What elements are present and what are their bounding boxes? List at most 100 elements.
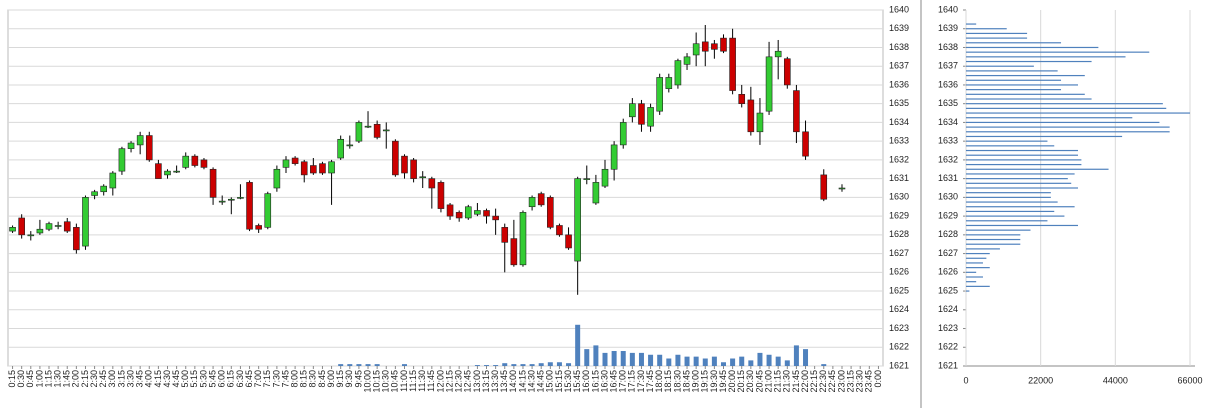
volume-bar bbox=[374, 364, 380, 366]
volume-bar bbox=[520, 364, 526, 366]
x-tick-label: 6:45 bbox=[244, 370, 254, 388]
candle-body bbox=[346, 144, 354, 147]
candle-body bbox=[774, 50, 782, 58]
candle-body bbox=[692, 43, 700, 56]
y-tick-label: 1624 bbox=[889, 304, 909, 314]
candle-body bbox=[91, 191, 98, 196]
bar bbox=[966, 281, 977, 283]
volume-bar bbox=[748, 360, 754, 366]
bar bbox=[966, 271, 977, 273]
candle-body bbox=[510, 238, 518, 266]
bar bbox=[966, 117, 1133, 119]
candle-body bbox=[273, 168, 281, 189]
x-tick-label: 17:30 bbox=[636, 370, 646, 393]
volume-bar bbox=[657, 354, 663, 366]
x-tick-label: 15:15 bbox=[554, 370, 564, 393]
y-tick-label: 1624 bbox=[938, 304, 958, 314]
candle-body bbox=[455, 212, 463, 219]
candle-body bbox=[392, 140, 399, 176]
volume-bar bbox=[356, 364, 362, 366]
x-tick-label: 3:00 bbox=[107, 370, 117, 388]
bar bbox=[966, 234, 1021, 236]
volume-bar bbox=[629, 352, 635, 366]
x-tick-label: 3:30 bbox=[125, 370, 135, 388]
candle-body bbox=[319, 163, 326, 174]
volume-bar bbox=[684, 356, 690, 366]
x-tick-label: 6:15 bbox=[226, 370, 236, 388]
bar bbox=[966, 163, 1082, 166]
candle-body bbox=[601, 168, 609, 187]
volume-bar bbox=[739, 356, 745, 366]
x-tick-label: 8:15 bbox=[299, 370, 309, 388]
y-tick-label: 1622 bbox=[889, 342, 909, 352]
y-tick-label: 1628 bbox=[889, 229, 909, 239]
x-tick-label: 3:15 bbox=[116, 370, 126, 388]
bar bbox=[966, 145, 1055, 147]
y-tick-label: 1626 bbox=[889, 267, 909, 277]
x-tick-label: 18:30 bbox=[672, 370, 682, 393]
candle-body bbox=[783, 58, 791, 86]
x-tick-label: 20:30 bbox=[745, 370, 755, 393]
x-tick-label: 22:00 bbox=[800, 370, 810, 393]
volume-bar bbox=[793, 345, 799, 366]
candle-body bbox=[136, 135, 144, 146]
x-tick-label: 19:30 bbox=[709, 370, 719, 393]
candle-body bbox=[793, 90, 800, 133]
bar bbox=[966, 65, 1034, 67]
candle-body bbox=[291, 157, 299, 164]
x-tick-label: 4:00 bbox=[144, 370, 154, 388]
candle-body bbox=[629, 103, 636, 118]
candle-body bbox=[683, 56, 691, 65]
x-tick-label: 16:30 bbox=[599, 370, 609, 393]
bar bbox=[966, 32, 1028, 35]
candle-body bbox=[547, 197, 554, 228]
candle-body bbox=[619, 122, 627, 146]
x-tick-label: 12:30 bbox=[454, 370, 464, 393]
y-tick-label: 1622 bbox=[938, 342, 958, 352]
bar bbox=[966, 149, 1078, 152]
volume-bar bbox=[493, 365, 499, 366]
candle-body bbox=[228, 198, 235, 201]
bar bbox=[966, 60, 1092, 63]
candle-body bbox=[665, 77, 673, 89]
x-tick-label: 4:15 bbox=[153, 370, 163, 388]
x-tick-label: 21:15 bbox=[773, 370, 783, 393]
x-tick-label: 12:00 bbox=[435, 370, 445, 393]
x-tick-label: 10:30 bbox=[381, 370, 391, 393]
candle-body bbox=[82, 197, 89, 247]
x-tick-label: 17:45 bbox=[645, 370, 655, 393]
bar bbox=[966, 42, 1062, 44]
candle-body bbox=[127, 142, 135, 149]
volume-bar bbox=[730, 358, 736, 366]
y-tick-label: 1639 bbox=[889, 23, 909, 33]
volume-bar bbox=[538, 363, 544, 366]
volume-bar bbox=[511, 364, 517, 366]
x-tick-label: 13:45 bbox=[499, 370, 509, 393]
candle-body bbox=[18, 217, 25, 236]
x-tick-label: 17:00 bbox=[618, 370, 628, 393]
candle-body bbox=[711, 43, 718, 50]
bar bbox=[966, 224, 1078, 227]
x-tick-label: 19:15 bbox=[700, 370, 710, 393]
candle-body bbox=[410, 159, 417, 179]
x-tick-label: 23:30 bbox=[855, 370, 865, 393]
x-tick-label: 0:30 bbox=[16, 370, 26, 388]
candle-body bbox=[310, 165, 317, 174]
volume-bar bbox=[602, 352, 608, 366]
x-tick-label: 14:30 bbox=[526, 370, 536, 393]
x-tick-label: 44000 bbox=[1103, 375, 1128, 385]
x-tick-label: 13:15 bbox=[481, 370, 491, 393]
candle-body bbox=[720, 37, 727, 52]
volume-bar bbox=[584, 349, 590, 366]
volume-bar bbox=[693, 356, 699, 366]
candle-body bbox=[73, 227, 80, 251]
x-tick-label: 7:45 bbox=[280, 370, 290, 388]
bar bbox=[966, 28, 1007, 30]
bar bbox=[966, 131, 1170, 133]
y-tick-label: 1637 bbox=[889, 61, 909, 71]
candle-body bbox=[364, 125, 372, 128]
x-tick-label: 8:45 bbox=[317, 370, 327, 388]
bar bbox=[966, 79, 1062, 81]
